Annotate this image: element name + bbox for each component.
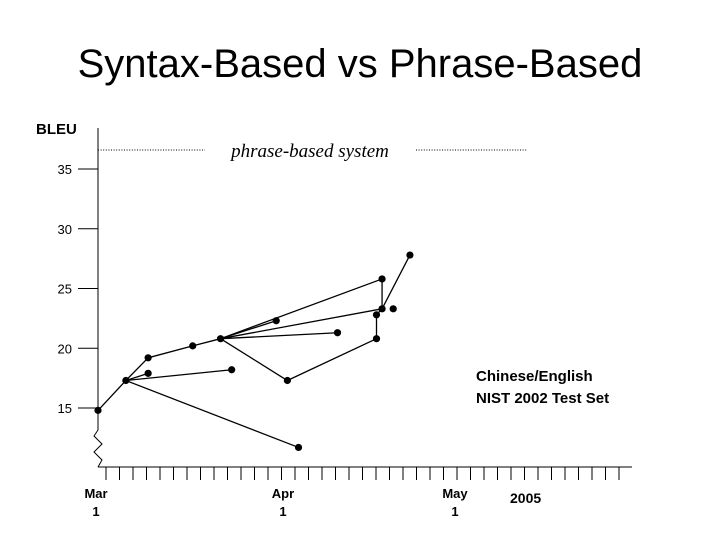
series-points: [94, 251, 414, 452]
data-point: [283, 376, 291, 385]
series-segment: [97, 380, 127, 411]
annotation-line-2: NIST 2002 Test Set: [476, 390, 609, 407]
data-point: [294, 443, 303, 452]
x-tick-label-day: 1: [279, 504, 286, 519]
axes: [93, 128, 632, 468]
data-point: [378, 275, 386, 283]
series-segment: [220, 278, 383, 340]
chart-title: Syntax-Based vs Phrase-Based: [77, 42, 643, 86]
x-tick-label-month: Apr: [272, 486, 294, 501]
series-segment: [287, 338, 377, 382]
series-segment: [220, 308, 383, 340]
data-point: [228, 366, 236, 374]
x-tick-label-day: 1: [451, 504, 458, 519]
series-segment: [125, 372, 149, 382]
y-axis-break: [93, 429, 103, 468]
y-tick-label: 15: [58, 401, 72, 416]
y-axis-label: BLEU: [36, 121, 77, 138]
series-segment: [220, 332, 338, 340]
series-segment: [125, 357, 149, 381]
series-segment: [125, 379, 299, 449]
annotation-line-1: Chinese/English: [476, 368, 593, 385]
data-point: [372, 335, 381, 343]
data-point: [272, 317, 280, 325]
series-segments: [97, 254, 411, 449]
data-point: [378, 305, 386, 313]
series-segment: [381, 254, 411, 310]
data-point: [189, 342, 197, 350]
data-point: [372, 311, 381, 319]
data-point: [144, 369, 152, 377]
y-tick-label: 30: [58, 222, 72, 237]
series-segment: [192, 338, 221, 347]
y-tick-label: 35: [58, 162, 72, 177]
series-segment: [125, 369, 232, 382]
year-label: 2005: [510, 490, 541, 506]
x-tick-label-month: May: [442, 486, 468, 501]
data-point: [216, 335, 225, 343]
x-ticks: Mar 1 Apr 1 May 1: [84, 467, 620, 519]
reference-line-label: phrase-based system: [229, 141, 389, 162]
data-point: [94, 406, 102, 414]
data-point: [122, 376, 130, 385]
y-tick-label: 20: [58, 341, 72, 356]
x-tick-label-day: 1: [92, 504, 99, 519]
data-point: [333, 329, 342, 337]
y-ticks: 35 30 25 20 15: [58, 162, 98, 416]
data-point: [144, 354, 152, 362]
data-point: [389, 305, 397, 313]
x-tick-label-month: Mar: [84, 486, 107, 501]
y-tick-label: 25: [58, 282, 72, 297]
data-point: [406, 251, 414, 259]
series-segment: [220, 338, 288, 382]
series-segment: [147, 345, 193, 359]
